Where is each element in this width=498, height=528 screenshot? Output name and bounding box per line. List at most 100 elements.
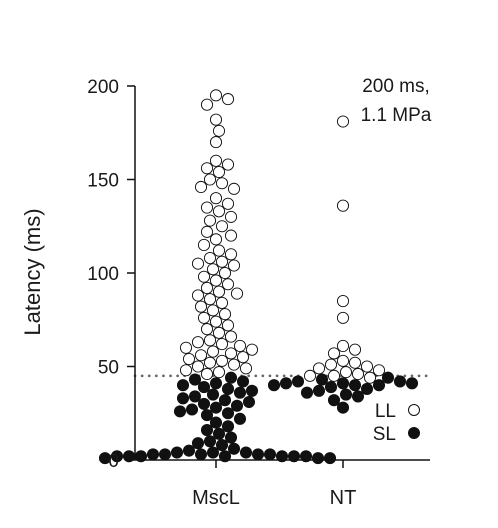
sl-data-point — [176, 392, 190, 405]
y-tick-label: 150 — [87, 171, 119, 192]
ll-data-point — [194, 349, 208, 362]
ll-data-point — [227, 182, 241, 195]
sl-data-point — [209, 401, 223, 414]
legend: LL SL — [373, 401, 420, 445]
y-tick-label: 50 — [98, 358, 119, 379]
y-tick-label: 0 — [108, 451, 119, 472]
ll-data-point — [194, 300, 208, 313]
ll-data-point — [200, 323, 214, 336]
ll-data-point — [233, 339, 247, 352]
sl-data-point — [191, 437, 205, 450]
ll-data-point — [191, 360, 205, 373]
sl-data-point — [209, 377, 223, 390]
ll-data-point — [200, 162, 214, 175]
sl-data-point — [279, 377, 293, 390]
sl-data-point — [158, 448, 172, 461]
legend-label-sl: SL — [373, 424, 396, 445]
sl-data-point — [233, 386, 247, 399]
sl-data-point — [173, 405, 187, 418]
sl-data-point — [299, 450, 313, 463]
ll-data-point — [224, 330, 238, 343]
ll-data-point — [200, 201, 214, 214]
sl-data-point — [200, 409, 214, 422]
ll-data-point — [327, 369, 341, 382]
ll-data-point — [197, 311, 211, 324]
ll-data-point — [212, 326, 226, 339]
sl-data-point — [336, 401, 350, 414]
ll-data-point — [200, 225, 214, 238]
ll-data-point — [212, 124, 226, 137]
ll-data-point — [227, 259, 241, 272]
ll-data-point — [206, 304, 220, 317]
sl-data-point — [197, 397, 211, 410]
ll-data-point — [203, 293, 217, 306]
ll-data-point — [215, 177, 229, 190]
ll-data-point — [200, 98, 214, 111]
y-tick-label: 100 — [87, 264, 119, 285]
sl-data-point — [218, 394, 232, 407]
ll-data-point — [209, 136, 223, 149]
ll-data-point — [215, 255, 229, 268]
ll-data-point — [194, 180, 208, 194]
sl-data-point — [311, 452, 325, 465]
sl-data-point — [194, 448, 208, 461]
ll-data-point — [336, 339, 350, 352]
ll-data-point — [348, 356, 362, 369]
sl-data-point — [182, 444, 196, 457]
ll-data-point — [197, 270, 211, 283]
legend-label-ll: LL — [375, 401, 396, 422]
sl-data-point — [267, 379, 281, 392]
ll-data-point — [215, 220, 229, 233]
sl-data-point — [351, 390, 365, 403]
sl-data-point — [381, 371, 395, 384]
sl-data-point — [209, 416, 223, 429]
ll-data-point — [203, 173, 217, 186]
legend-marker-sl — [408, 427, 420, 439]
sl-data-point — [242, 395, 256, 409]
ll-data-point — [191, 257, 205, 270]
sl-data-point — [224, 431, 238, 444]
ll-data-point — [336, 354, 350, 367]
sl-data-point — [224, 371, 238, 384]
sl-data-point — [146, 448, 160, 461]
sl-data-point — [188, 373, 202, 386]
sl-data-point — [348, 379, 362, 392]
ll-data-point — [245, 343, 259, 356]
sl-data-point — [251, 448, 265, 461]
ll-data-point — [221, 93, 235, 106]
ll-data-point — [348, 343, 362, 356]
ll-data-point — [209, 315, 223, 328]
ll-data-point — [221, 197, 235, 210]
sl-data-point — [393, 375, 407, 388]
x-tick-label: NT — [330, 487, 357, 509]
sl-data-point — [275, 450, 289, 463]
ll-data-point — [209, 192, 223, 205]
sl-data-point — [206, 446, 220, 459]
ll-data-point — [360, 360, 374, 373]
y-axis-label: Latency (ms) — [20, 208, 45, 335]
ll-data-point — [218, 308, 232, 321]
ll-data-point — [197, 238, 211, 251]
ll-data-point — [224, 210, 238, 223]
ll-data-point — [206, 263, 220, 276]
sl-data-point — [323, 452, 337, 465]
sl-data-point — [327, 394, 341, 407]
ll-data-point — [239, 362, 253, 375]
sl-data-point — [197, 381, 211, 394]
sl-data-point — [221, 382, 235, 395]
ll-data-point — [324, 358, 338, 371]
x-tick-label: MscL — [192, 487, 240, 509]
ll-data-point — [215, 296, 229, 309]
ll-data-point — [218, 266, 232, 280]
sl-data-point — [239, 446, 253, 459]
ll-data-point — [203, 356, 217, 369]
ll-data-point — [215, 338, 229, 351]
ll-data-point — [336, 311, 350, 324]
sl-data-point — [98, 452, 112, 465]
sl-data-point — [312, 384, 326, 397]
ll-data-point — [351, 367, 365, 381]
ll-data-point — [182, 352, 196, 366]
ll-data-point — [221, 278, 235, 291]
sl-data-point — [218, 450, 232, 463]
sl-data-point — [360, 382, 374, 395]
